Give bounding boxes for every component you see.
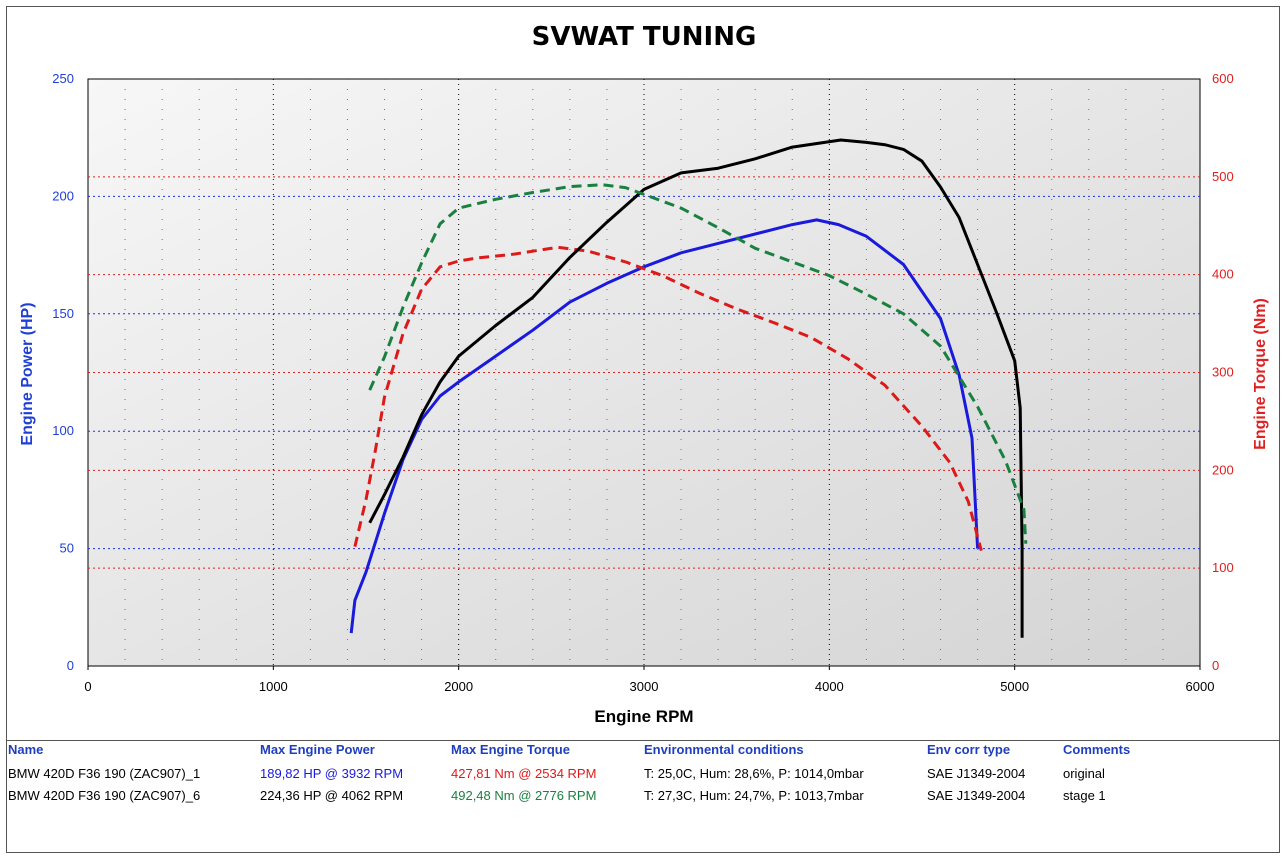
run-name: BMW 420D F36 190 (ZAC907)_1: [8, 766, 201, 781]
y-axis-left-label: Engine Power (HP): [19, 302, 36, 445]
x-tick-label: 4000: [815, 679, 844, 694]
env-conditions-value: T: 25,0C, Hum: 28,6%, P: 1014,0mbar: [644, 766, 864, 781]
y-right-tick-label: 100: [1212, 560, 1234, 575]
series-line-power: [368, 138, 1024, 638]
y-left-tick-label: 200: [52, 188, 74, 203]
y-axis-right-label: Engine Torque (Nm): [1252, 298, 1269, 450]
y-right-tick-label: 600: [1212, 71, 1234, 86]
x-tick-label: 2000: [444, 679, 473, 694]
max-torque-value: 492,48 Nm @ 2776 RPM: [451, 788, 597, 803]
run-name: BMW 420D F36 190 (ZAC907)_6: [8, 788, 201, 803]
comment-value: original: [1063, 766, 1105, 781]
header-comments: Comments: [1063, 742, 1131, 757]
header-max-torque: Max Engine Torque: [451, 742, 570, 757]
y-right-tick-label: 300: [1212, 365, 1234, 380]
x-tick-label: 5000: [1000, 679, 1029, 694]
y-left-tick-label: 100: [52, 423, 74, 438]
env-conditions-value: T: 27,3C, Hum: 24,7%, P: 1013,7mbar: [644, 788, 864, 803]
x-tick-label: 6000: [1186, 679, 1215, 694]
y-left-tick-label: 150: [52, 306, 74, 321]
y-left-tick-label: 0: [67, 658, 74, 673]
comment-value: stage 1: [1063, 788, 1106, 803]
series-line-torque: [353, 245, 983, 551]
max-torque-value: 427,81 Nm @ 2534 RPM: [451, 766, 597, 781]
results-row: BMW 420D F36 190 (ZAC907)_6 224,36 HP @ …: [6, 785, 1280, 807]
y-left-tick-label: 50: [60, 541, 74, 556]
y-left-tick-label: 250: [52, 71, 74, 86]
series: [349, 138, 1028, 638]
y-right-tick-label: 200: [1212, 462, 1234, 477]
x-axis-label: Engine RPM: [594, 707, 693, 726]
results-row: BMW 420D F36 190 (ZAC907)_1 189,82 HP @ …: [6, 763, 1280, 785]
header-max-power: Max Engine Power: [260, 742, 375, 757]
x-tick-label: 0: [84, 679, 91, 694]
grid: [88, 79, 1200, 666]
y-axis-right: 0 100 200 300 400 500 600: [1212, 71, 1234, 673]
header-env-corr-type: Env corr type: [927, 742, 1011, 757]
y-axis-left: 0 50 100 150 200 250: [52, 71, 74, 673]
series-line-torque: [368, 183, 1028, 544]
results-table: Name Max Engine Power Max Engine Torque …: [6, 740, 1280, 807]
header-name: Name: [8, 742, 44, 757]
x-tick-label: 3000: [630, 679, 659, 694]
x-tick-label: 1000: [259, 679, 288, 694]
x-axis: 0 1000 2000 3000 4000 5000 6000: [84, 666, 1214, 694]
y-right-tick-label: 0: [1212, 658, 1219, 673]
env-corr-type-value: SAE J1349-2004: [927, 788, 1026, 803]
chart-title: SVWAT TUNING: [532, 22, 757, 52]
y-right-tick-label: 400: [1212, 267, 1234, 282]
header-env-conditions: Environmental conditions: [644, 742, 804, 757]
max-power-value: 224,36 HP @ 4062 RPM: [260, 788, 404, 803]
dyno-chart: SVWAT TUNING 0 1000 2000 3000 4000 5000 6000 0…: [19, 22, 1269, 726]
results-table-header: Name Max Engine Power Max Engine Torque …: [6, 741, 1280, 763]
max-power-value: 189,82 HP @ 3932 RPM: [260, 766, 404, 781]
y-right-tick-label: 500: [1212, 169, 1234, 184]
env-corr-type-value: SAE J1349-2004: [927, 766, 1026, 781]
